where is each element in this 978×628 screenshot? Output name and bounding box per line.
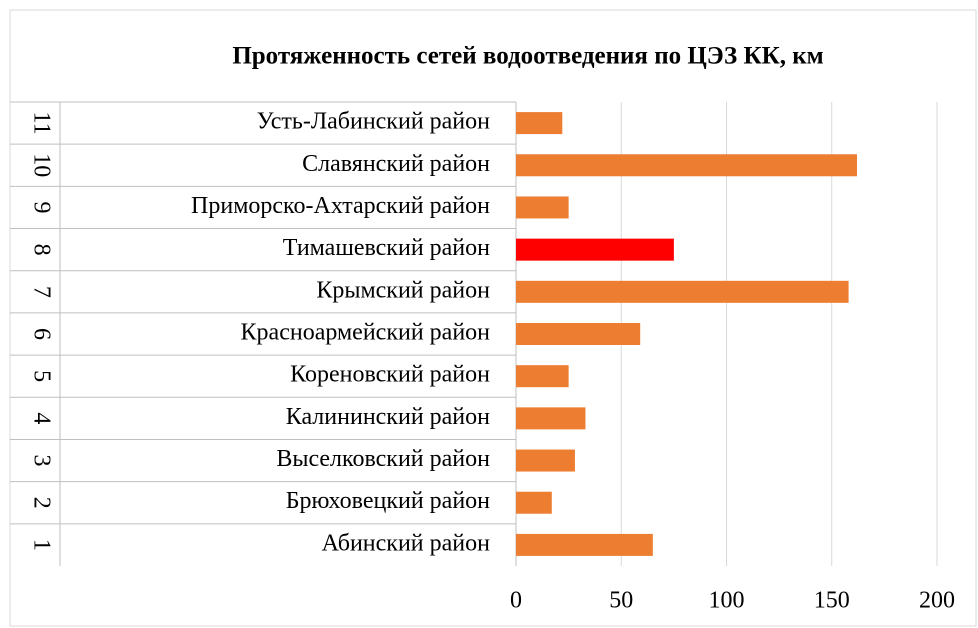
y-group-label: 9 (28, 201, 54, 213)
x-tick-label: 200 (919, 588, 955, 614)
y-tick-label: Приморско-Ахтарский район (191, 193, 490, 219)
x-tick-label: 150 (814, 588, 850, 614)
y-group-label: 4 (28, 412, 54, 424)
y-tick-label: Крымский район (316, 277, 490, 303)
y-group-label: 5 (28, 370, 54, 382)
y-group-label: 8 (28, 244, 54, 256)
bar (516, 112, 563, 135)
bar (516, 280, 849, 303)
y-tick-label: Славянский район (302, 151, 490, 177)
x-tick-label: 100 (709, 588, 745, 614)
y-tick-label: Выселковский район (276, 446, 490, 472)
y-group-label: 11 (28, 112, 54, 135)
y-group-label: 7 (28, 286, 54, 298)
y-group-label: 2 (28, 497, 54, 509)
chart-title: Протяженность сетей водоотведения по ЦЭЗ… (232, 43, 823, 70)
x-tick-label: 50 (609, 588, 633, 614)
y-tick-label: Усть-Лабинский район (257, 109, 491, 135)
y-group-label: 3 (28, 455, 54, 467)
bar (516, 196, 569, 219)
bar (516, 238, 674, 261)
y-tick-label: Калининский район (286, 404, 490, 430)
bar (516, 449, 575, 472)
bar (516, 154, 858, 177)
bar (516, 407, 586, 430)
bar (516, 365, 569, 388)
y-tick-label: Кореновский район (290, 362, 490, 388)
y-tick-label: Тимашевский район (283, 235, 490, 261)
y-tick-label: Красноармейский район (241, 320, 491, 346)
x-tick-label: 0 (510, 588, 522, 614)
y-group-label: 6 (28, 328, 54, 340)
y-group-label: 1 (28, 539, 54, 551)
y-tick-label: Абинский район (322, 530, 491, 556)
y-tick-label: Брюховецкий район (286, 488, 490, 514)
y-group-label: 10 (28, 153, 54, 177)
bar (516, 323, 641, 345)
bar (516, 491, 552, 514)
bar (516, 533, 653, 556)
